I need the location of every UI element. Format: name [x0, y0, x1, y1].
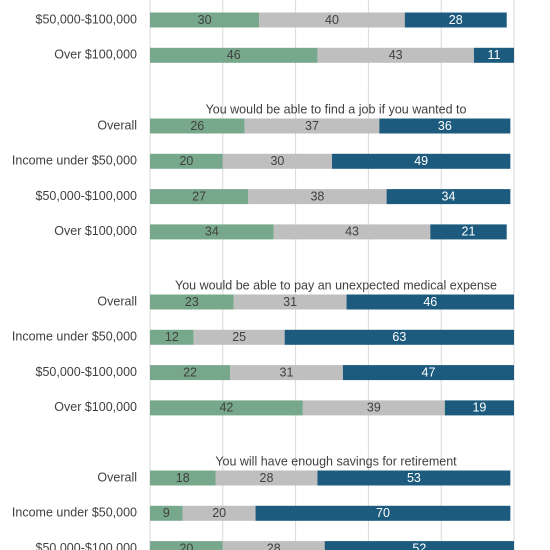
- bar-segment: [230, 365, 343, 381]
- value-label: 30: [198, 13, 212, 27]
- category-label: $50,000-$100,000: [36, 541, 138, 550]
- value-label: 20: [212, 506, 226, 520]
- value-label: 53: [407, 471, 421, 485]
- bar-segment: [150, 294, 234, 310]
- bar-segment: [222, 541, 325, 550]
- value-label: 47: [422, 365, 436, 379]
- value-label: 25: [232, 330, 246, 344]
- category-label: Over $100,000: [54, 224, 137, 238]
- value-label: 20: [179, 541, 193, 550]
- value-label: 31: [280, 365, 294, 379]
- value-label: 40: [325, 13, 339, 27]
- bar-segment: [150, 329, 194, 345]
- bar-segment: [473, 47, 514, 63]
- bar-segment: [150, 365, 231, 381]
- bar-segment: [150, 470, 216, 486]
- value-label: 18: [176, 471, 190, 485]
- bar-segment: [302, 400, 445, 416]
- value-label: 46: [227, 48, 241, 62]
- value-label: 28: [449, 13, 463, 27]
- category-label: Overall: [97, 470, 137, 484]
- bar-segment: [150, 153, 223, 169]
- bar-segment: [193, 329, 285, 345]
- value-label: 27: [192, 189, 206, 203]
- bar-segment: [150, 189, 249, 205]
- category-label: $50,000-$100,000: [36, 12, 138, 26]
- value-label: 36: [438, 119, 452, 133]
- category-label: Income under $50,000: [12, 506, 137, 520]
- value-label: 46: [423, 295, 437, 309]
- value-label: 22: [183, 365, 197, 379]
- bar-segment: [386, 189, 511, 205]
- bar-segment: [255, 505, 511, 521]
- value-label: 21: [462, 225, 476, 239]
- panel-title: You will have enough savings for retirem…: [215, 454, 457, 468]
- category-label: Income under $50,000: [12, 330, 137, 344]
- bar-segment: [317, 470, 511, 486]
- bar-segment: [259, 12, 405, 28]
- bar-segment: [273, 224, 431, 240]
- value-label: 38: [310, 189, 324, 203]
- bar-segment: [222, 153, 332, 169]
- bar-segment: [150, 47, 318, 63]
- bar-segment: [346, 294, 514, 310]
- bar-segment: [182, 505, 256, 521]
- value-label: 34: [205, 225, 219, 239]
- value-label: 70: [376, 506, 390, 520]
- value-label: 43: [345, 225, 359, 239]
- category-label: Income under $50,000: [12, 154, 137, 168]
- bar-segment: [215, 470, 318, 486]
- category-label: $50,000-$100,000: [36, 189, 138, 203]
- category-label: $50,000-$100,000: [36, 365, 138, 379]
- bar-segment: [150, 224, 274, 240]
- category-label: Overall: [97, 118, 137, 132]
- value-label: 34: [442, 189, 456, 203]
- value-label: 63: [392, 330, 406, 344]
- bar-segment: [404, 12, 507, 28]
- value-label: 43: [389, 48, 403, 62]
- bar-segment: [444, 400, 514, 416]
- value-label: 28: [267, 541, 281, 550]
- panel-title: You would be able to find a job if you w…: [206, 102, 467, 116]
- value-label: 9: [163, 506, 170, 520]
- bar-segment: [342, 365, 514, 381]
- bar-segment: [150, 12, 260, 28]
- bar-segment: [430, 224, 507, 240]
- value-label: 30: [270, 154, 284, 168]
- bar-segment: [150, 541, 223, 550]
- value-label: 12: [165, 330, 179, 344]
- panel-title: You would be able to pay an unexpected m…: [175, 278, 497, 292]
- value-label: 28: [260, 471, 274, 485]
- value-label: 23: [185, 295, 199, 309]
- bar-segment: [248, 189, 387, 205]
- value-label: 26: [190, 119, 204, 133]
- bar-segment: [284, 329, 514, 345]
- category-label: Overall: [97, 294, 137, 308]
- value-label: 39: [367, 401, 381, 415]
- bar-segment: [150, 400, 303, 416]
- value-label: 11: [487, 48, 500, 62]
- value-label: 19: [472, 401, 486, 415]
- bar-segment: [150, 118, 245, 134]
- value-label: 52: [412, 541, 426, 550]
- bar-segment: [379, 118, 511, 134]
- bar-segment: [244, 118, 380, 134]
- value-label: 49: [414, 154, 428, 168]
- bar-segment: [150, 505, 183, 521]
- bar-segment: [317, 47, 474, 63]
- value-label: 37: [305, 119, 319, 133]
- value-label: 31: [283, 295, 297, 309]
- bar-segment: [233, 294, 347, 310]
- bar-segment: [324, 541, 514, 550]
- bar-segment: [332, 153, 511, 169]
- value-label: 42: [219, 401, 233, 415]
- category-label: Over $100,000: [54, 400, 137, 414]
- category-label: Over $100,000: [54, 48, 137, 62]
- value-label: 20: [179, 154, 193, 168]
